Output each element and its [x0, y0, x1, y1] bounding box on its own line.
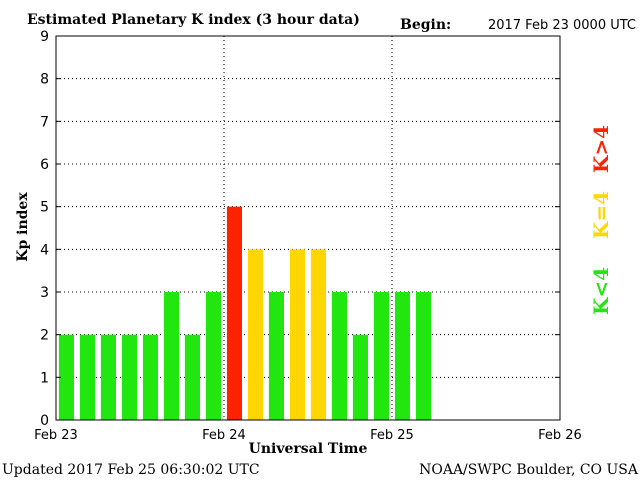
y-tick-label: 6 [40, 157, 49, 173]
bar [79, 334, 95, 420]
bar [394, 292, 410, 420]
source-credit: NOAA/SWPC Boulder, CO USA [419, 462, 639, 478]
bar [310, 249, 326, 420]
y-tick-label: 2 [40, 328, 49, 344]
x-tick-label: Feb 26 [538, 428, 582, 443]
chart-title: Estimated Planetary K index (3 hour data… [27, 12, 360, 28]
bar [352, 334, 368, 420]
x-tick-label: Feb 23 [34, 428, 78, 443]
bar [415, 292, 431, 420]
bar [100, 334, 116, 420]
bar [226, 206, 242, 420]
bar [373, 292, 389, 420]
y-tick-label: 7 [40, 114, 49, 130]
bar-series [58, 206, 431, 420]
y-tick-label: 4 [40, 242, 49, 258]
bar [289, 249, 305, 420]
bar [268, 292, 284, 420]
y-tick-label: 9 [40, 29, 49, 45]
bar [142, 334, 158, 420]
bar [184, 334, 200, 420]
bar [205, 292, 221, 420]
x-axis-label: Universal Time [249, 441, 368, 457]
bar [163, 292, 179, 420]
bar [58, 334, 74, 420]
y-tick-label: 3 [40, 285, 49, 301]
x-tick-labels: Feb 23 Feb 24 Feb 25 Feb 26 [34, 428, 582, 443]
y-tick-label: 5 [40, 200, 49, 216]
legend-k-equal-4: K=4 [589, 191, 613, 239]
y-axis-label: Kp index [15, 192, 31, 262]
begin-label: Begin: [400, 17, 451, 33]
legend-k-less-4: K<4 [589, 267, 613, 315]
plot-frame [55, 35, 561, 421]
begin-value: 2017 Feb 23 0000 UTC [488, 18, 636, 33]
bar [121, 334, 137, 420]
x-tick-label: Feb 25 [370, 428, 414, 443]
y-tick-label: 0 [40, 413, 49, 429]
y-tick-labels: 0 1 2 3 4 5 6 7 8 9 [40, 29, 560, 429]
y-tick-label: 8 [40, 72, 49, 88]
bar [247, 249, 263, 420]
legend-k-greater-4: K>4 [589, 125, 613, 173]
bar [331, 292, 347, 420]
x-tick-label: Feb 24 [202, 428, 246, 443]
y-tick-label: 1 [40, 370, 49, 386]
updated-timestamp: Updated 2017 Feb 25 06:30:02 UTC [2, 462, 260, 478]
grid-lines [56, 36, 560, 420]
